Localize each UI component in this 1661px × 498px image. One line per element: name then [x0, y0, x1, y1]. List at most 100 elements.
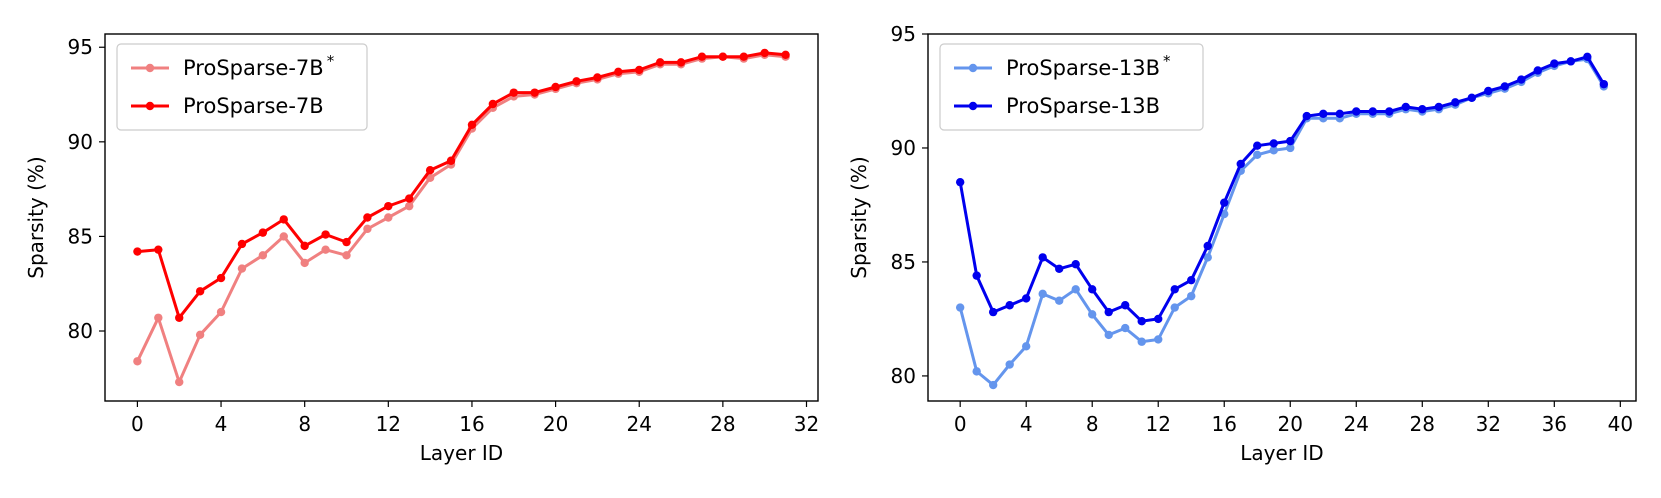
legend: ProSparse-13B *ProSparse-13B [939, 43, 1204, 131]
data-point [405, 201, 414, 211]
y-tick-label: 90 [891, 136, 916, 160]
data-point [1484, 86, 1493, 96]
data-point [551, 82, 560, 92]
data-point [1352, 107, 1361, 116]
x-tick-label: 8 [1086, 412, 1099, 436]
data-point [530, 88, 539, 97]
x-tick-label: 32 [794, 412, 819, 436]
x-tick-label: 8 [298, 412, 311, 436]
data-point [384, 213, 393, 222]
data-point [697, 52, 707, 61]
axes-frame [927, 33, 1637, 402]
x-tick-label: 28 [710, 412, 735, 436]
data-point [676, 58, 686, 67]
data-point [258, 251, 268, 260]
y-tick-label: 85 [68, 224, 93, 248]
data-point [1088, 285, 1097, 294]
data-point [1154, 314, 1163, 324]
data-point [1269, 146, 1278, 155]
x-tick-label: 16 [1212, 412, 1237, 436]
data-point [1451, 98, 1460, 107]
x-tick-label: 24 [1344, 412, 1369, 436]
x-axis-label: Layer ID [420, 441, 503, 465]
data-point [363, 213, 372, 222]
data-point [1269, 139, 1278, 148]
data-point [1071, 285, 1080, 294]
x-tick-label: 12 [1145, 412, 1170, 436]
series-2 [955, 52, 1609, 326]
data-point [1104, 330, 1113, 340]
data-point [467, 120, 477, 130]
data-point [1055, 264, 1064, 273]
data-point [237, 239, 247, 249]
legend-marker [145, 63, 155, 73]
data-point [195, 287, 205, 296]
data-point [1005, 301, 1014, 310]
data-point [1187, 291, 1196, 301]
data-point [1319, 109, 1328, 118]
data-point [1104, 307, 1113, 317]
data-point [446, 156, 456, 165]
y-tick-label: 80 [891, 364, 916, 388]
legend-marker [968, 101, 978, 111]
x-tick-label: 0 [954, 412, 967, 436]
data-point [1055, 296, 1064, 305]
y-tick-label: 95 [68, 35, 93, 59]
legend-series-name: ProSparse-7B [183, 94, 324, 118]
data-point [1500, 82, 1509, 91]
data-point [1286, 143, 1295, 153]
data-point [1021, 342, 1031, 351]
data-point [1170, 303, 1179, 312]
data-point [154, 245, 163, 254]
y-tick-label: 80 [68, 319, 93, 343]
data-point [279, 232, 288, 241]
data-point [425, 166, 435, 175]
data-point [1220, 198, 1229, 207]
legend-label: ProSparse-7B [183, 94, 324, 118]
y-tick-label: 85 [891, 250, 916, 274]
data-point [1021, 294, 1031, 303]
legend-box [116, 43, 368, 131]
x-tick-label: 32 [1476, 412, 1501, 436]
data-point [1137, 317, 1146, 326]
legend-marker [145, 101, 155, 111]
data-point [509, 88, 518, 97]
legend-superscript: * [1163, 52, 1171, 70]
data-point [1203, 253, 1212, 262]
data-point [342, 237, 351, 247]
data-point [195, 330, 205, 339]
series-line [958, 57, 1606, 387]
data-point [175, 377, 184, 387]
data-point [988, 307, 998, 317]
legend: ProSparse-7B * ProSparse-7B [116, 43, 368, 131]
chart-panel-2: 0 4 8 12 16 20 24 28 32 36 40 80 85 90 95 Layer ID Spars… [847, 22, 1637, 465]
x-axis-label: Layer ID [1240, 441, 1323, 465]
data-point [1071, 260, 1080, 269]
x-tick-label: 28 [1410, 412, 1435, 436]
data-point [1137, 337, 1146, 346]
data-point [1302, 111, 1311, 121]
data-point [425, 173, 435, 182]
data-point [342, 251, 351, 260]
series-line [958, 55, 1606, 323]
data-point [1599, 79, 1609, 89]
x-tick-label: 20 [1278, 412, 1303, 436]
data-point [258, 228, 268, 237]
data-point [154, 313, 163, 322]
data-point [1121, 323, 1130, 333]
data-point [635, 65, 644, 75]
legend-series-name: ProSparse-13B [1006, 94, 1160, 118]
data-point [718, 52, 728, 61]
legend-series-name: ProSparse-13B [1006, 56, 1160, 80]
data-point [1533, 66, 1543, 75]
x-tick-label: 0 [131, 412, 144, 436]
y-axis-label: Sparsity (%) [847, 156, 871, 279]
data-point [1550, 59, 1559, 68]
data-point [1467, 93, 1476, 103]
y-axis-label: Sparsity (%) [24, 156, 48, 279]
legend-label: ProSparse-7B * [183, 52, 335, 80]
data-point [614, 67, 623, 77]
data-point [572, 77, 581, 86]
data-point [488, 99, 498, 109]
data-point [1368, 107, 1377, 116]
